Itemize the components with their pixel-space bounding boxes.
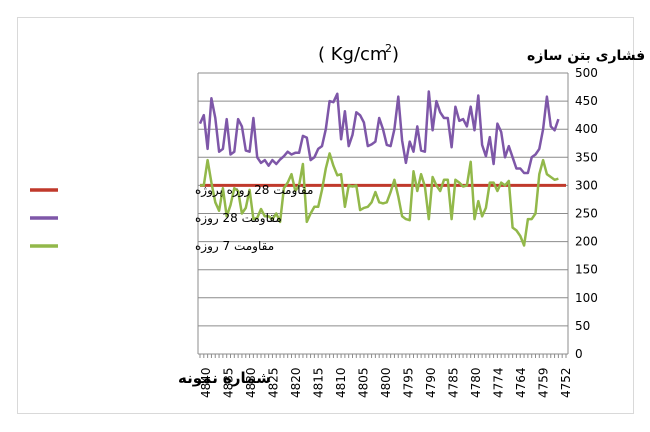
- y-tick-label: 150: [575, 263, 598, 277]
- legend-label: مقاومت 7 روزه: [195, 239, 274, 254]
- x-tick-label: 4835: [222, 367, 236, 398]
- y-tick-labels: 0 50 100 150 200 250 300 350 400 450 500: [575, 66, 598, 361]
- x-tick-label: 4805: [357, 367, 371, 398]
- x-tick-label: 4780: [469, 367, 483, 398]
- x-axis-label: شماره نمونه: [178, 369, 271, 387]
- y-tick-label: 300: [575, 178, 598, 192]
- x-tick-label: 4759: [537, 367, 551, 398]
- x-tick-label: 4815: [312, 367, 326, 398]
- x-tick-label: 4810: [334, 367, 348, 398]
- x-tick-label: 4825: [267, 367, 281, 398]
- x-tick-label: 4752: [559, 367, 573, 398]
- chart-title-unit: ( Kg/cm: [318, 44, 387, 65]
- y-tick-label: 400: [575, 122, 598, 136]
- y-tick-label: 200: [575, 235, 598, 249]
- y-tick-label: 250: [575, 207, 598, 221]
- chart-title-unit-sup: 2: [385, 42, 392, 55]
- y-tick-label: 50: [575, 319, 590, 333]
- y-tick-label: 500: [575, 66, 598, 80]
- x-tick-label: 4774: [492, 367, 506, 398]
- x-tick-label: 4800: [379, 367, 393, 398]
- x-tick-label: 4840: [199, 367, 213, 398]
- series-line: [198, 90, 560, 175]
- x-tick-label: 4764: [514, 367, 528, 398]
- y-tick-label: 450: [575, 94, 598, 108]
- chart-title: مقاومت فشاری بتن سازه: [527, 48, 650, 64]
- chart-title-unit-close: ): [392, 44, 399, 65]
- legend-label: مقاومت 28 روزه: [195, 211, 282, 226]
- x-tick-label: 4785: [447, 367, 461, 398]
- x-tick-labels: 4840 4835 4830 4825 4820 4815 4810 4805 4800 4795…: [199, 367, 573, 398]
- legend-label: مقاومت 28 روزه پروژه: [195, 183, 313, 198]
- y-tick-label: 100: [575, 291, 598, 305]
- x-tick-label: 4830: [244, 367, 258, 398]
- series-lines: [198, 90, 566, 247]
- y-tick-label: 350: [575, 150, 598, 164]
- x-tick-label: 4790: [424, 367, 438, 398]
- y-tick-label: 0: [575, 347, 583, 361]
- x-tick-label: 4820: [289, 367, 303, 398]
- x-tick-label: 4795: [402, 367, 416, 398]
- chart-frame: [17, 17, 634, 414]
- legend: مقاومت 28 روزه پروژه مقاومت 28 روزه مقاومت…: [30, 183, 313, 254]
- series-line: [200, 152, 559, 247]
